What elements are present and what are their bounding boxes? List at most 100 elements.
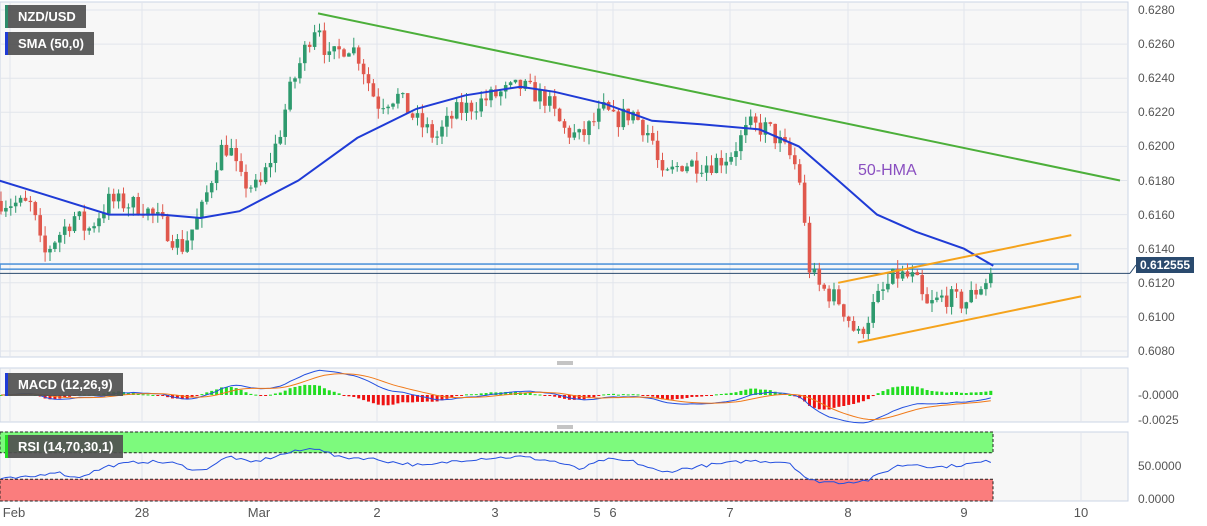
candle-body	[195, 217, 199, 230]
macd-histogram-bar	[940, 391, 944, 395]
candle-body	[729, 157, 733, 162]
macd-histogram-bar	[754, 388, 758, 395]
candle-body	[239, 161, 243, 172]
candle-body	[18, 197, 23, 203]
support-band	[0, 263, 1079, 270]
candle-body	[23, 197, 28, 201]
macd-histogram-bar	[778, 392, 782, 395]
macd-histogram-bar	[700, 395, 704, 397]
rsi-overbought-zone	[0, 431, 994, 454]
macd-histogram-bar	[602, 394, 606, 396]
candle-body	[949, 289, 954, 307]
candle-body	[626, 108, 630, 121]
macd-histogram-bar	[347, 395, 351, 397]
macd-histogram-bar	[822, 395, 826, 410]
candle-body	[87, 228, 91, 231]
macd-histogram-bar	[661, 395, 664, 400]
candle-body	[660, 160, 665, 171]
pane-resize-handle[interactable]	[557, 361, 573, 365]
pane-resize-handle[interactable]	[557, 425, 573, 429]
time-tick-label: 3	[491, 505, 499, 520]
candle-body	[165, 216, 170, 242]
candle-body	[376, 96, 381, 109]
macd-histogram-bar	[543, 395, 547, 396]
candle-body	[327, 51, 332, 55]
macd-histogram-bar	[871, 395, 875, 397]
candle-body	[842, 304, 846, 317]
candle-body	[719, 157, 724, 166]
candle-body	[528, 80, 532, 83]
macd-histogram-bar	[489, 392, 493, 395]
candle-body	[62, 226, 67, 235]
macd-histogram-bar	[278, 392, 282, 395]
macd-histogram-bar	[631, 394, 635, 396]
candle-body	[925, 294, 929, 304]
candle-body	[102, 213, 106, 219]
macd-histogram-bar	[283, 390, 287, 395]
macd-histogram-bar	[964, 393, 968, 395]
macd-histogram-bar	[362, 395, 366, 401]
macd-histogram-bar	[759, 389, 762, 395]
macd-histogram-bar	[705, 395, 709, 396]
macd-histogram-bar	[808, 395, 811, 406]
candle-body	[572, 132, 577, 138]
macd-histogram-bar	[675, 395, 679, 400]
macd-histogram-bar	[175, 395, 179, 399]
candle-body	[763, 122, 768, 135]
macd-histogram-bar	[974, 392, 978, 395]
candle-body	[151, 208, 155, 214]
candle-body	[851, 320, 856, 331]
candle-body	[298, 63, 302, 79]
macd-histogram-bar	[607, 394, 611, 396]
macd-histogram-bar	[906, 386, 909, 395]
candle-body	[322, 30, 327, 55]
candle-body	[601, 102, 606, 109]
candle-body	[234, 147, 238, 162]
price-tick-label: 0.6260	[1138, 37, 1175, 52]
resistance-trendline	[317, 12, 1121, 182]
candle-body	[249, 187, 253, 189]
candle-body	[577, 129, 581, 133]
macd-tick-label: -0.0000	[1138, 388, 1179, 402]
candle-body	[979, 289, 983, 295]
macd-histogram-bar	[915, 386, 919, 395]
macd-histogram-bar	[641, 395, 645, 396]
candle-body	[268, 162, 273, 168]
candle-body	[371, 83, 376, 97]
candle-body	[214, 170, 219, 184]
candle-body	[126, 207, 131, 209]
price-tick-label: 0.6280	[1138, 3, 1175, 17]
macd-histogram-bar	[479, 393, 483, 395]
candle-body	[915, 272, 920, 276]
macd-histogram-bar	[969, 392, 973, 395]
macd-histogram-bar	[126, 392, 130, 395]
candle-body	[940, 295, 944, 298]
candle-body	[744, 125, 748, 136]
signal-line	[1, 373, 991, 421]
candle-body	[886, 283, 890, 290]
macd-histogram-bar	[406, 395, 410, 403]
candle-body	[523, 80, 528, 89]
candle-body	[621, 108, 626, 128]
candle-body	[317, 30, 322, 33]
rsi-tick-label: 0.0000	[1138, 492, 1175, 506]
candle-body	[793, 155, 797, 165]
macd-histogram-bar	[621, 394, 625, 396]
macd-histogram-bar	[484, 393, 488, 395]
macd-histogram-bar	[803, 395, 807, 402]
macd-histogram-bar	[244, 392, 248, 395]
macd-histogram-bar	[523, 392, 527, 395]
time-tick-label: 5	[593, 505, 601, 520]
macd-histogram-bar	[249, 393, 253, 395]
candle-body	[552, 96, 557, 109]
candle-body	[739, 135, 743, 152]
macd-histogram-bar	[930, 390, 934, 395]
candle-body	[489, 89, 493, 101]
candle-body	[156, 212, 160, 214]
macd-histogram-bar	[376, 395, 380, 405]
macd-histogram-bar	[332, 391, 336, 395]
candle-body	[303, 44, 307, 64]
macd-histogram-bar	[239, 389, 243, 395]
candle-body	[773, 123, 777, 144]
macd-line	[0, 369, 991, 424]
